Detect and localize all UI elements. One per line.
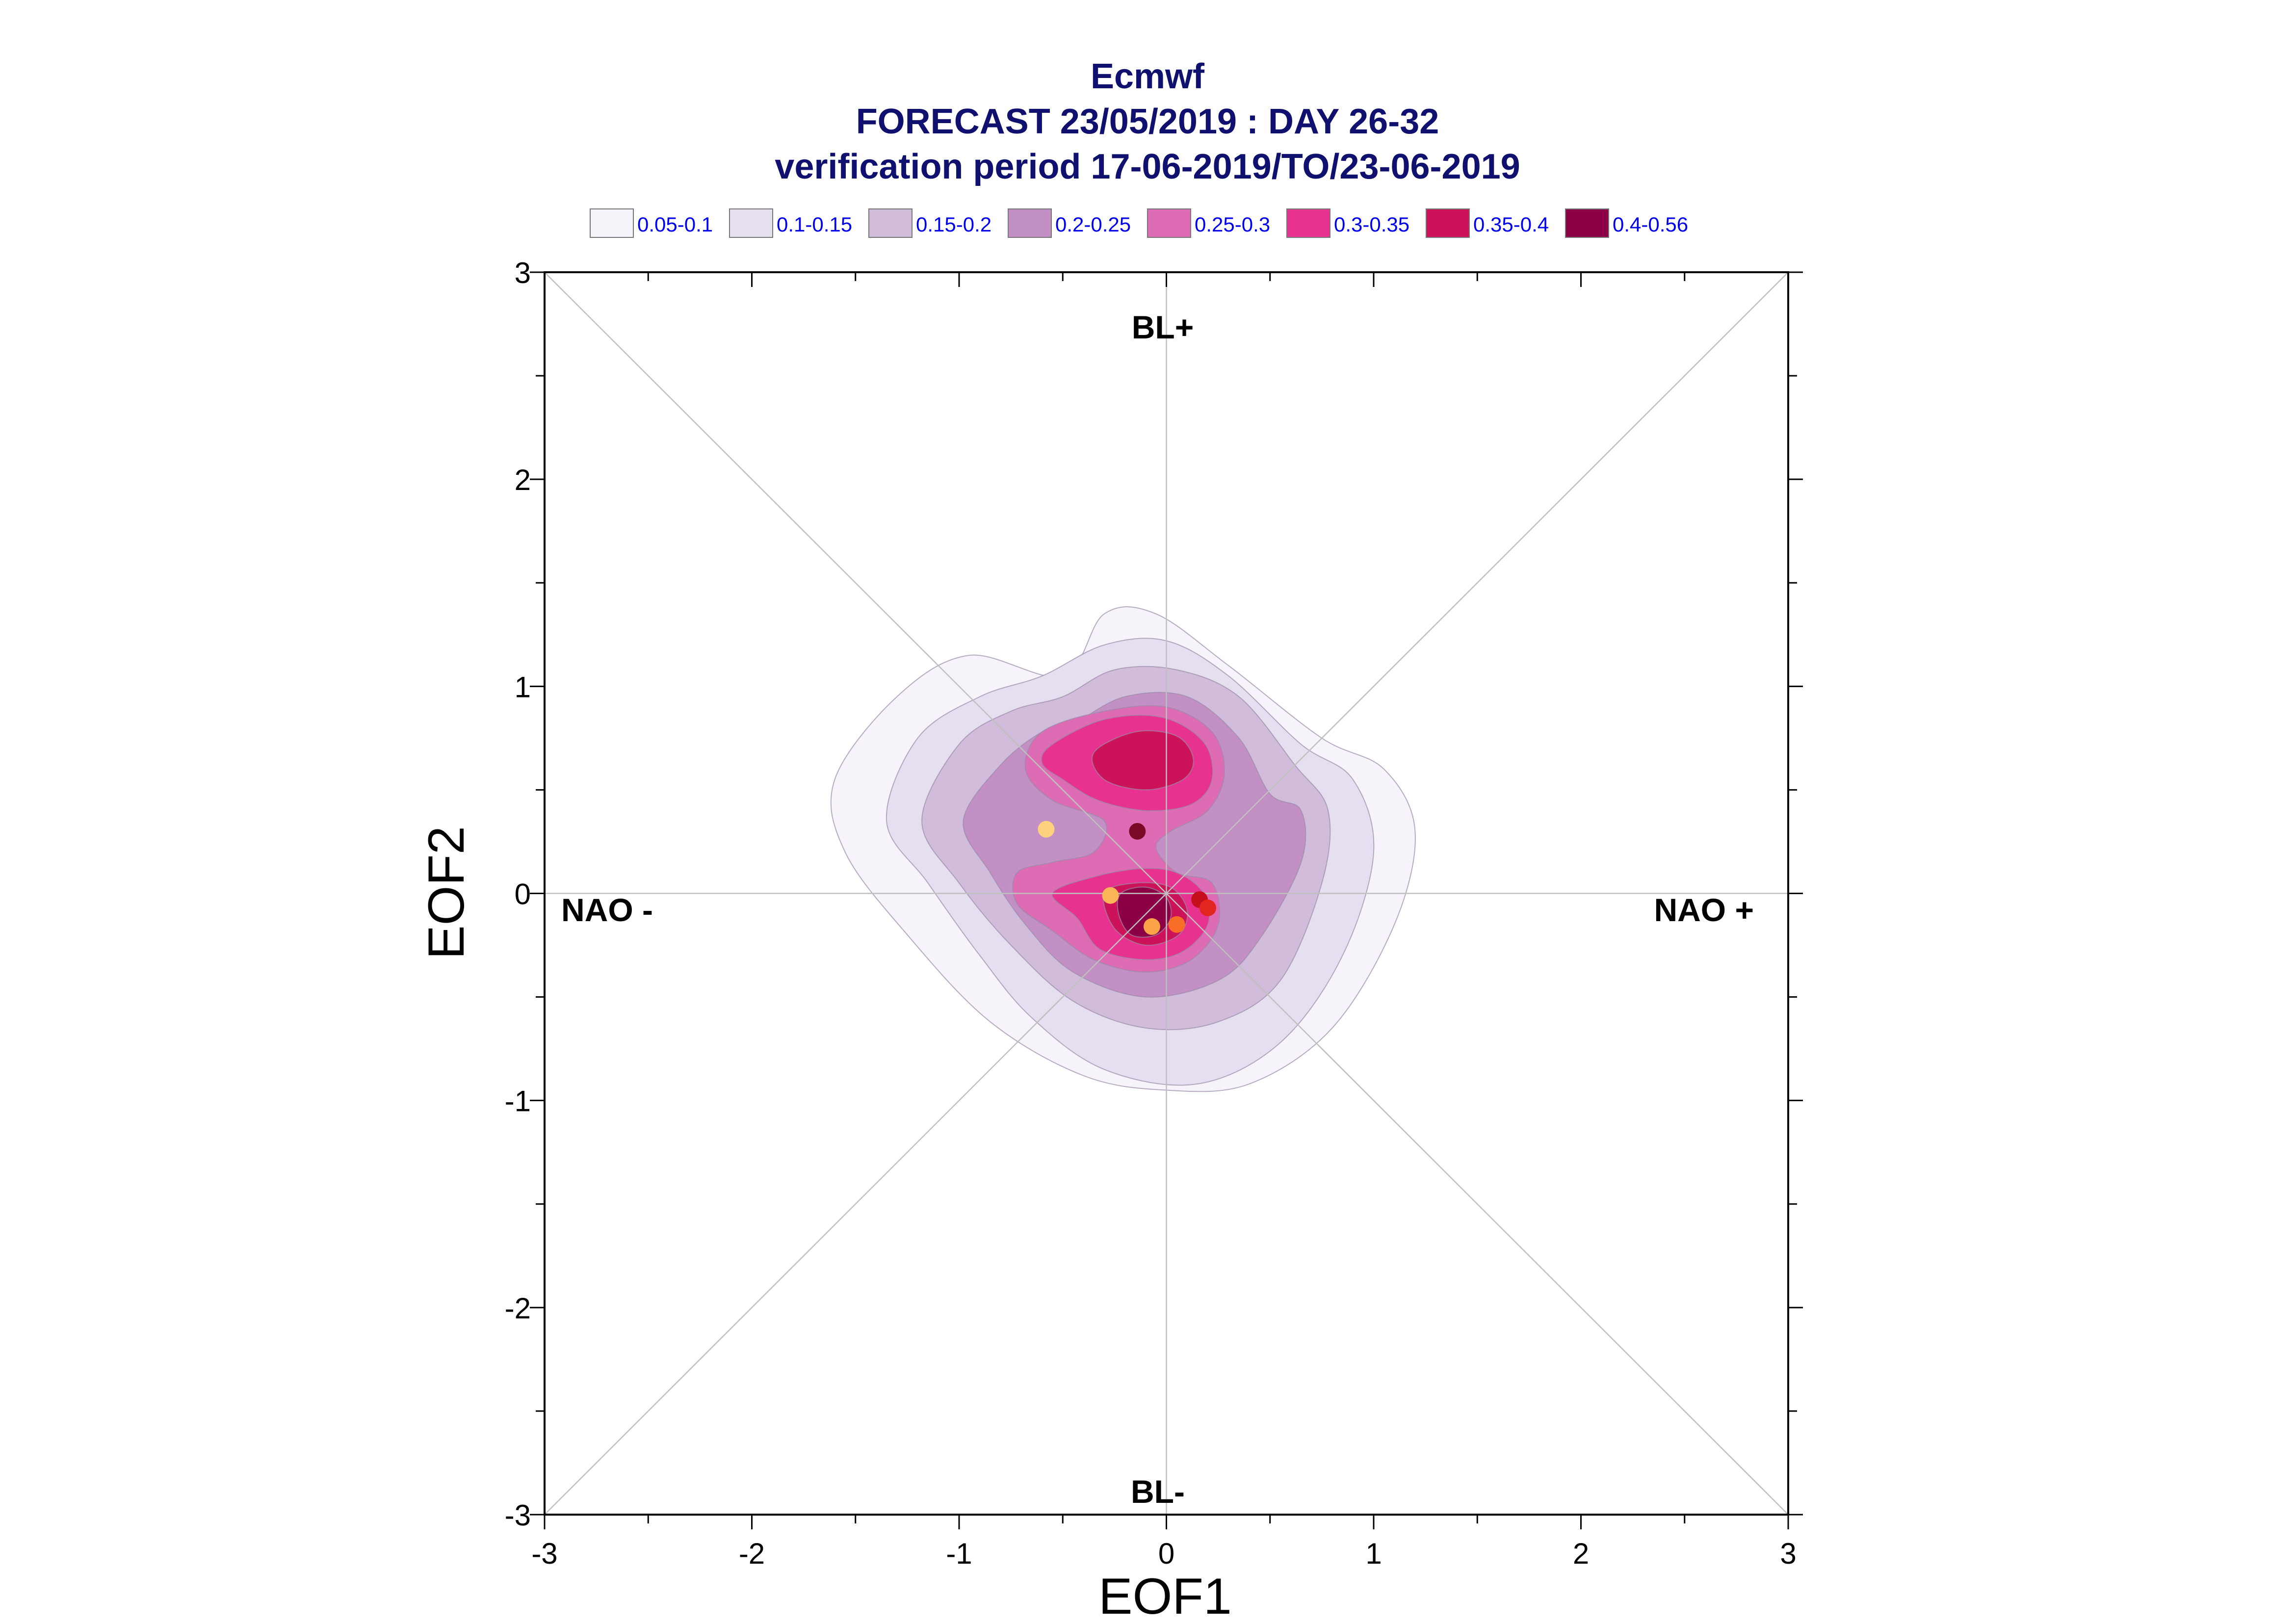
x-tick-label: -2 xyxy=(739,1537,765,1570)
ref-line-diagonal-up xyxy=(544,272,1789,1515)
scatter-point xyxy=(1143,918,1160,935)
legend-swatch xyxy=(1286,208,1330,238)
density-legend: 0.05-0.1 0.1-0.15 0.15-0.2 0.2-0.25 0.25-0.3… xyxy=(590,208,1688,238)
x-axis-label: EOF1 xyxy=(1098,1568,1232,1624)
scatter-point xyxy=(1129,823,1146,840)
density-contour xyxy=(1092,730,1194,791)
regime-label-nao-minus: NAO - xyxy=(561,892,653,928)
scatter-point xyxy=(1168,916,1185,933)
legend-swatch xyxy=(1426,208,1470,238)
x-tick-label: -1 xyxy=(946,1537,972,1570)
regime-label-bl-plus: BL+ xyxy=(1132,309,1194,345)
legend-label: 0.3-0.35 xyxy=(1334,213,1409,236)
legend-label: 0.1-0.15 xyxy=(777,213,852,236)
y-tick-label: -2 xyxy=(505,1292,531,1325)
legend-swatch xyxy=(868,208,913,238)
y-tick-label: 0 xyxy=(515,878,531,911)
x-tick-label: 2 xyxy=(1573,1537,1589,1570)
x-tick-label: 1 xyxy=(1365,1537,1382,1570)
legend-swatch xyxy=(590,208,634,238)
y-tick-label: 3 xyxy=(515,257,531,289)
legend-swatch xyxy=(729,208,773,238)
density-contours xyxy=(830,606,1416,1092)
scatter-point xyxy=(1200,900,1216,917)
chart-title: Ecmwf xyxy=(1091,57,1205,96)
legend-swatch xyxy=(1008,208,1052,238)
legend-label: 0.15-0.2 xyxy=(916,213,991,236)
axis-ticks: -3 -2 -1 0 1 2 3 -3 -2 -1 0 1 2 3 xyxy=(505,257,1803,1570)
scatter-points xyxy=(1038,821,1216,935)
y-tick-label: 2 xyxy=(515,464,531,496)
legend-label: 0.05-0.1 xyxy=(637,213,713,236)
legend-label: 0.4-0.56 xyxy=(1613,213,1688,236)
y-axis-label: EOF2 xyxy=(418,826,475,959)
legend-swatch xyxy=(1147,208,1191,238)
legend-label: 0.35-0.4 xyxy=(1473,213,1549,236)
y-tick-label: 1 xyxy=(515,670,531,703)
legend-swatch xyxy=(1565,208,1609,238)
scatter-point xyxy=(1102,887,1119,904)
chart-subtitle: FORECAST 23/05/2019 : DAY 26-32 xyxy=(856,102,1439,141)
y-tick-label: -1 xyxy=(505,1085,531,1118)
plot-area: -3 -2 -1 0 1 2 3 -3 -2 -1 0 1 2 3 xyxy=(505,257,1803,1570)
x-tick-label: 3 xyxy=(1780,1537,1796,1570)
scatter-point xyxy=(1038,821,1055,838)
reference-lines xyxy=(544,272,1789,1515)
legend-label: 0.25-0.3 xyxy=(1195,213,1270,236)
chart-subtitle-period: verification period 17-06-2019/TO/23-06-… xyxy=(775,147,1520,186)
x-tick-label: -3 xyxy=(531,1537,557,1570)
x-tick-label: 0 xyxy=(1158,1537,1174,1570)
regime-label-bl-minus: BL- xyxy=(1131,1473,1185,1510)
legend-label: 0.2-0.25 xyxy=(1055,213,1131,236)
regime-label-nao-plus: NAO + xyxy=(1654,892,1754,928)
y-tick-label: -3 xyxy=(505,1499,531,1532)
